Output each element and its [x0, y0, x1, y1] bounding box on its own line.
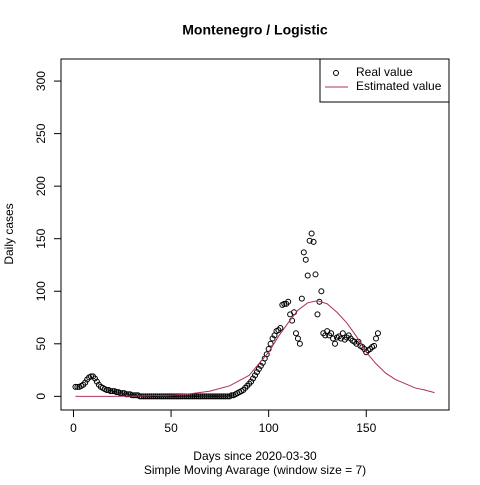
- point: [328, 330, 335, 337]
- point: [300, 249, 307, 256]
- point: [113, 389, 120, 396]
- y-tick-label: 50: [34, 337, 48, 351]
- point: [170, 393, 177, 400]
- point: [310, 238, 317, 245]
- point: [156, 393, 163, 400]
- point: [160, 393, 167, 400]
- point: [277, 325, 284, 332]
- point: [296, 340, 303, 347]
- point: [339, 330, 346, 337]
- point: [212, 393, 219, 400]
- point: [222, 393, 229, 400]
- point: [294, 335, 301, 342]
- point: [144, 393, 151, 400]
- point: [216, 393, 223, 400]
- point: [267, 340, 274, 347]
- point: [117, 390, 124, 397]
- y-tick-label: 250: [34, 123, 48, 143]
- point: [129, 392, 136, 399]
- point: [374, 330, 381, 337]
- legend-box: [319, 58, 450, 103]
- point: [125, 391, 132, 398]
- plot-frame: [60, 58, 450, 411]
- point: [302, 256, 309, 263]
- y-tick-label: 0: [34, 393, 48, 400]
- point: [306, 237, 313, 244]
- point: [123, 391, 130, 398]
- point: [263, 351, 270, 358]
- point: [224, 393, 231, 400]
- point: [177, 393, 184, 400]
- point: [164, 393, 171, 400]
- point: [154, 393, 161, 400]
- point: [193, 393, 200, 400]
- point: [308, 230, 315, 237]
- point: [373, 335, 380, 342]
- y-axis-label: Daily cases: [2, 203, 16, 264]
- point: [292, 330, 299, 337]
- point: [371, 342, 378, 349]
- point: [103, 387, 110, 394]
- point: [312, 271, 319, 278]
- point: [332, 340, 339, 347]
- point: [146, 393, 153, 400]
- y-tick-label: 100: [34, 281, 48, 301]
- point: [179, 393, 186, 400]
- x-tick-label: 100: [259, 421, 279, 435]
- point: [168, 393, 175, 400]
- point: [211, 393, 218, 400]
- point: [318, 288, 325, 295]
- point: [132, 392, 139, 399]
- point: [330, 335, 337, 342]
- point: [175, 393, 182, 400]
- y-tick-label: 200: [34, 176, 48, 196]
- point: [285, 298, 292, 305]
- point: [304, 272, 311, 279]
- legend-label: Estimated value: [356, 79, 442, 93]
- x-tick-label: 150: [356, 421, 376, 435]
- point: [214, 393, 221, 400]
- point: [197, 393, 204, 400]
- point: [220, 393, 227, 400]
- point: [166, 393, 173, 400]
- point: [171, 393, 178, 400]
- point: [130, 392, 137, 399]
- x-tick-label: 50: [164, 421, 178, 435]
- point: [162, 393, 169, 400]
- x-axis-label-2: Simple Moving Avarage (window size = 7): [144, 463, 366, 477]
- point: [337, 335, 344, 342]
- point: [201, 393, 208, 400]
- point: [152, 393, 159, 400]
- point: [74, 383, 81, 390]
- legend-label: Real value: [356, 65, 413, 79]
- point: [107, 388, 114, 395]
- point: [199, 393, 206, 400]
- estimated-line: [75, 300, 435, 397]
- point: [205, 393, 212, 400]
- point: [218, 393, 225, 400]
- y-tick-label: 150: [34, 228, 48, 248]
- point: [72, 383, 79, 390]
- point: [109, 388, 116, 395]
- chart-title: Montenegro / Logistic: [182, 22, 328, 38]
- point: [150, 393, 157, 400]
- y-tick-label: 300: [34, 71, 48, 91]
- point: [228, 392, 235, 399]
- point: [195, 393, 202, 400]
- x-axis-label: Days since 2020-03-30: [193, 449, 317, 463]
- point: [298, 295, 305, 302]
- point: [207, 393, 214, 400]
- point: [209, 393, 216, 400]
- point: [173, 393, 180, 400]
- point: [158, 393, 165, 400]
- x-tick-label: 0: [70, 421, 77, 435]
- point: [191, 393, 198, 400]
- legend-marker: [333, 70, 339, 76]
- point: [314, 311, 321, 318]
- point: [203, 393, 210, 400]
- point: [148, 393, 155, 400]
